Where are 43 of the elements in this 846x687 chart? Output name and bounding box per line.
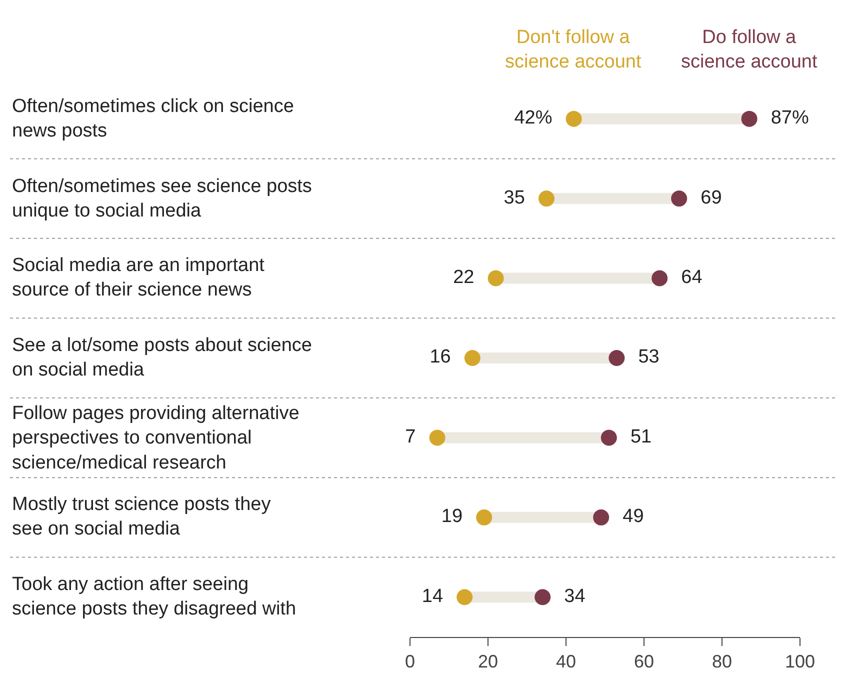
y-tick-label: Took any action after seeing science posts they disagreed with — [12, 574, 296, 620]
data-label: 51 — [620, 426, 662, 448]
data-label: 87% — [760, 108, 820, 129]
y-tick-label: Follow pages providing alternative perspectives to conventional science/medical research — [12, 403, 300, 474]
data-label: 22 — [442, 267, 485, 288]
data-label: 14 — [411, 586, 454, 607]
y-tick-label: See a lot/some posts about science on social media — [12, 335, 312, 381]
point — [593, 509, 610, 526]
data-label: 19 — [430, 506, 474, 528]
point — [671, 190, 688, 207]
data-label: 42% — [504, 108, 563, 129]
point — [608, 350, 625, 366]
y-tick-label: Social media are an important source of their science news — [12, 255, 266, 301]
data-label: 35 — [493, 187, 536, 208]
text: Do follow a science account — [681, 27, 818, 73]
data-label: 69 — [690, 187, 732, 208]
x-tick-label: 60 — [634, 652, 654, 672]
x-tick-label: 20 — [478, 652, 498, 672]
data-label: 64 — [670, 267, 713, 288]
point — [488, 270, 504, 286]
data-label: 34 — [554, 586, 596, 607]
point — [456, 589, 473, 606]
point — [476, 509, 492, 526]
x-tick-label: 80 — [712, 652, 732, 672]
point — [741, 110, 758, 127]
x-tick-label: 40 — [556, 652, 576, 672]
point — [464, 350, 480, 366]
point — [429, 430, 446, 446]
point — [538, 190, 554, 207]
y-tick-label: Often/sometimes see science posts unique to social media — [12, 176, 312, 222]
point — [566, 110, 582, 127]
x-tick-label: 0 — [404, 652, 416, 672]
y-tick-label: Mostly trust science posts they see on social media — [12, 494, 272, 540]
point — [600, 430, 617, 446]
data-label: 7 — [394, 426, 426, 448]
data-label: 49 — [612, 506, 654, 528]
point — [534, 589, 551, 606]
y-tick-label: Often/sometimes click on science news posts — [12, 96, 294, 142]
data-label: 16 — [419, 346, 462, 368]
text: Don't follow a science account — [505, 27, 642, 73]
x-tick-label: 100 — [784, 652, 816, 672]
data-label: 53 — [628, 346, 670, 368]
point — [652, 270, 668, 286]
